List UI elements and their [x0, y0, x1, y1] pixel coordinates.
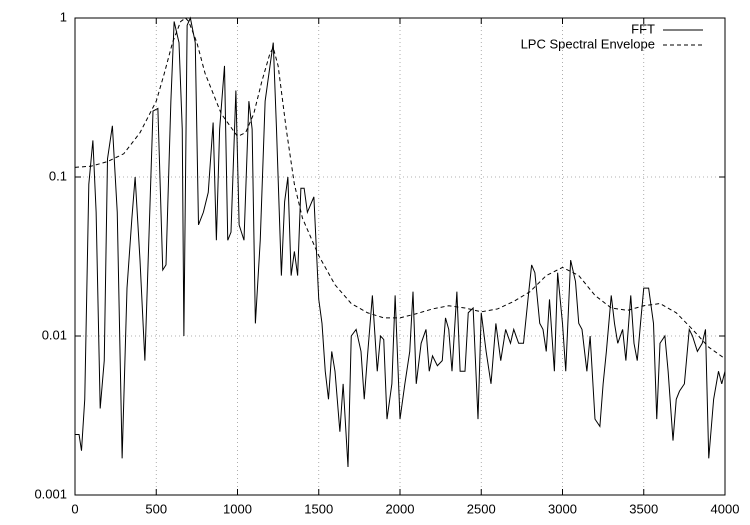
- x-tick-label: 3000: [548, 501, 577, 516]
- line-series: [75, 16, 726, 468]
- line-series: [74, 17, 726, 360]
- x-tick-label: 0: [71, 501, 78, 516]
- y-tick-label: 0.01: [42, 327, 67, 342]
- x-tick-label: 1500: [304, 501, 333, 516]
- y-tick-label: 0.001: [34, 486, 67, 501]
- x-tick-label: 4000: [711, 501, 740, 516]
- y-tick-label: 0.1: [49, 168, 67, 183]
- legend-label: LPC Spectral Envelope: [521, 36, 655, 51]
- legend-label: FFT: [631, 21, 655, 36]
- x-tick-label: 1000: [223, 501, 252, 516]
- plot-frame: [74, 17, 726, 496]
- x-tick-label: 500: [145, 501, 167, 516]
- y-tick-label: 1: [60, 9, 67, 24]
- x-tick-label: 2000: [386, 501, 415, 516]
- x-tick-label: 2500: [467, 501, 496, 516]
- x-tick-label: 3500: [629, 501, 658, 516]
